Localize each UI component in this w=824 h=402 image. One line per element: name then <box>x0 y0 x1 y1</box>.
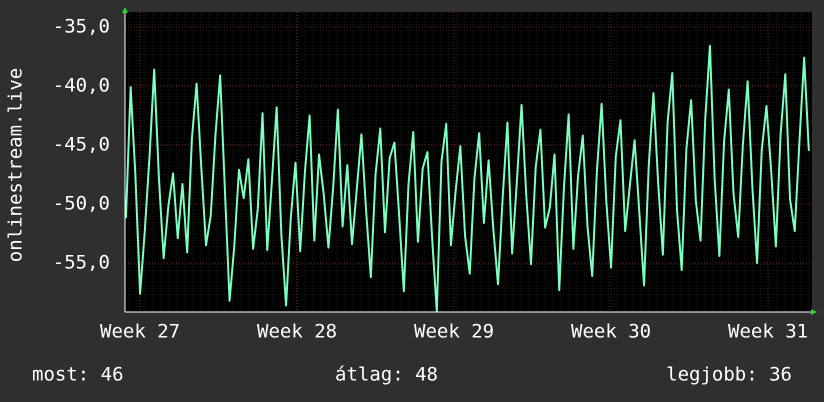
x-axis-arrow <box>811 309 817 315</box>
data-line <box>124 44 810 313</box>
grid <box>125 12 812 312</box>
footer-average: átlag: 48 <box>335 364 438 386</box>
x-tick-label: Week 27 <box>100 321 180 343</box>
y-tick-label: -50,0 <box>53 193 110 215</box>
y-tick-label: -45,0 <box>53 134 110 156</box>
y-tick-label: -40,0 <box>53 74 110 96</box>
x-tick-label: Week 28 <box>257 321 337 343</box>
series <box>124 44 810 313</box>
y-axis-arrow <box>122 7 128 13</box>
x-tick-label: Week 31 <box>728 321 808 343</box>
x-tick-label: Week 29 <box>414 321 494 343</box>
footer-current: most: 46 <box>32 364 124 386</box>
y-axis-label: onlinestream.live <box>5 68 27 262</box>
y-tick-label: -55,0 <box>53 252 110 274</box>
x-tick-label: Week 30 <box>571 321 651 343</box>
footer-best: legjobb: 36 <box>666 364 792 386</box>
y-tick-label: -35,0 <box>53 15 110 37</box>
